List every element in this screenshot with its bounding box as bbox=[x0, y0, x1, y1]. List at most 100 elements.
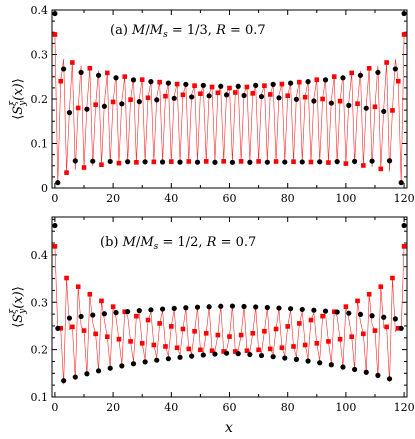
red-square-point bbox=[192, 83, 197, 88]
red-square-point bbox=[128, 339, 133, 344]
red-square-point bbox=[291, 159, 296, 164]
black-circle-point bbox=[119, 363, 125, 369]
black-circle-point bbox=[183, 81, 189, 87]
ticks-a: 0 20 40 60 80 100 120 0 0.1 0.2 0.3 0.4 bbox=[31, 4, 415, 205]
red-series-line-b bbox=[54, 246, 405, 385]
black-circle-point bbox=[264, 159, 270, 165]
black-circle-point bbox=[288, 306, 294, 312]
red-square-point bbox=[326, 160, 331, 165]
black-circle-point bbox=[241, 92, 247, 99]
black-circle-point bbox=[264, 304, 270, 311]
black-circle-point bbox=[258, 352, 265, 359]
black-circle-point bbox=[101, 311, 107, 317]
red-square-point bbox=[378, 284, 384, 289]
y-tick-label-b: 0.4 bbox=[31, 249, 49, 262]
black-circle-point bbox=[352, 158, 358, 164]
black-circle-point bbox=[317, 360, 323, 366]
black-circle-point bbox=[113, 310, 119, 316]
red-square-point bbox=[99, 162, 104, 168]
black-circle-point bbox=[392, 66, 398, 72]
black-circle-point bbox=[352, 366, 358, 373]
black-circle-point bbox=[154, 357, 160, 363]
red-square-point bbox=[122, 74, 128, 79]
red-square-point bbox=[314, 341, 320, 346]
black-circle-point bbox=[72, 374, 78, 380]
x-tick-label-b: 0 bbox=[51, 401, 58, 414]
red-square-point bbox=[139, 341, 145, 346]
red-square-point bbox=[163, 93, 168, 99]
black-circle-point bbox=[235, 351, 241, 357]
red-square-point bbox=[110, 304, 116, 309]
red-square-point bbox=[128, 97, 133, 102]
black-circle-point bbox=[223, 92, 230, 98]
red-square-point bbox=[134, 160, 139, 165]
black-circle-point bbox=[401, 10, 407, 17]
x-tick-label-b: 60 bbox=[223, 401, 237, 414]
black-circle-point bbox=[212, 159, 218, 165]
red-square-point bbox=[75, 284, 81, 289]
y-tick-label-a: 0.4 bbox=[31, 4, 49, 17]
red-square-point bbox=[93, 331, 98, 337]
black-circle-point bbox=[95, 368, 102, 374]
red-square-point bbox=[58, 78, 64, 84]
red-square-point bbox=[198, 91, 203, 96]
black-circle-point bbox=[229, 159, 236, 165]
black-circle-point bbox=[194, 304, 201, 310]
black-circle-point bbox=[84, 106, 90, 112]
black-circle-point bbox=[148, 307, 154, 313]
red-square-point bbox=[180, 92, 186, 98]
red-square-point bbox=[157, 321, 162, 326]
black-circle-point bbox=[107, 158, 113, 165]
black-circle-point bbox=[322, 77, 329, 83]
black-circle-point bbox=[189, 94, 195, 100]
ticks-b: 0 20 40 60 80 100 120 0.1 0.2 0.3 0.4 bbox=[31, 217, 415, 414]
black-circle-point bbox=[206, 93, 212, 99]
black-circle-point bbox=[72, 158, 78, 164]
red-square-point bbox=[64, 275, 69, 281]
red-square-point bbox=[331, 74, 337, 79]
red-square-point bbox=[233, 90, 238, 95]
black-circle-point bbox=[52, 222, 58, 229]
black-circle-point bbox=[305, 358, 311, 364]
black-circle-point bbox=[61, 378, 67, 384]
red-square-point bbox=[361, 163, 366, 168]
red-square-point bbox=[384, 324, 389, 330]
red-square-point bbox=[320, 96, 325, 102]
red-square-point bbox=[157, 79, 162, 85]
red-square-point bbox=[104, 334, 110, 340]
black-circle-point bbox=[90, 312, 96, 318]
red-square-point bbox=[227, 85, 232, 91]
black-circle-point bbox=[159, 306, 166, 312]
red-square-point bbox=[87, 65, 93, 71]
black-circle-point bbox=[253, 82, 259, 88]
red-square-point bbox=[233, 349, 238, 354]
black-circle-point bbox=[381, 108, 387, 115]
black-circle-point bbox=[101, 103, 107, 109]
black-circle-point bbox=[392, 316, 398, 322]
black-circle-point bbox=[401, 222, 407, 229]
red-series-line-a bbox=[54, 34, 405, 184]
black-circle-point bbox=[218, 303, 224, 309]
red-square-point bbox=[186, 159, 192, 164]
y-tick-label-b: 0.3 bbox=[31, 296, 49, 309]
y-tick-label-b: 0.1 bbox=[31, 391, 49, 404]
panel-title-a: (a) M/Ms = 1/3, R = 0.7 bbox=[110, 23, 266, 41]
black-circle-point bbox=[386, 376, 393, 382]
red-square-point bbox=[116, 160, 122, 166]
black-circle-point bbox=[218, 83, 224, 89]
black-circle-point bbox=[270, 354, 276, 360]
black-circle-point bbox=[241, 303, 247, 310]
black-circle-point bbox=[90, 158, 96, 164]
black-circle-point bbox=[55, 180, 61, 186]
black-circle-point bbox=[78, 69, 84, 76]
x-axis-label: x bbox=[225, 420, 233, 436]
y-tick-label-b: 0.2 bbox=[31, 344, 49, 357]
red-square-point bbox=[186, 346, 192, 352]
black-circle-point bbox=[276, 95, 282, 101]
black-circle-point bbox=[346, 310, 352, 316]
red-square-point bbox=[52, 32, 58, 37]
red-square-point bbox=[81, 165, 87, 170]
red-square-point bbox=[209, 84, 215, 90]
red-square-point bbox=[279, 345, 285, 351]
black-circle-point bbox=[189, 353, 195, 359]
